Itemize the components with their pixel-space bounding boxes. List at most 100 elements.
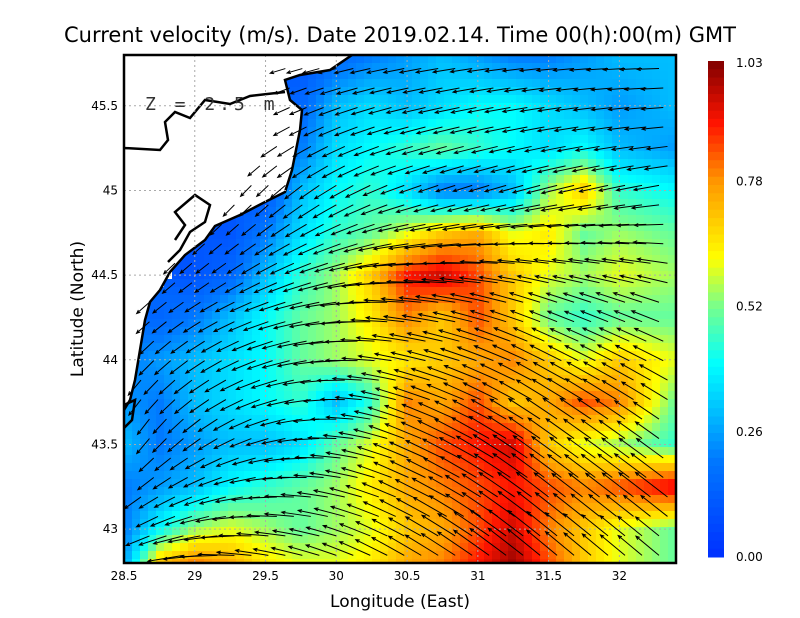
heatmap-cell bbox=[220, 399, 228, 407]
velocity-arrow bbox=[167, 477, 188, 489]
heatmap-cell bbox=[380, 535, 388, 543]
heatmap-cell bbox=[468, 207, 476, 215]
heatmap-cell bbox=[620, 471, 628, 479]
heatmap-cell bbox=[436, 495, 444, 503]
heatmap-cell bbox=[628, 263, 636, 271]
velocity-arrow bbox=[634, 516, 660, 537]
heatmap-cell bbox=[508, 423, 516, 431]
velocity-arrow bbox=[169, 457, 188, 471]
heatmap-cell bbox=[508, 431, 516, 439]
velocity-arrow bbox=[209, 282, 227, 293]
colorbar-segment bbox=[708, 201, 724, 211]
velocity-arrow bbox=[316, 378, 345, 383]
heatmap-cell bbox=[524, 551, 532, 559]
heatmap-cell bbox=[364, 479, 372, 487]
heatmap-cell bbox=[372, 159, 380, 167]
heatmap-cell bbox=[412, 487, 420, 495]
heatmap-cell bbox=[212, 431, 220, 439]
heatmap-cell bbox=[156, 375, 164, 383]
heatmap-cell bbox=[388, 399, 396, 407]
velocity-arrow bbox=[247, 495, 277, 500]
velocity-arrow bbox=[255, 262, 278, 275]
heatmap-cell bbox=[428, 167, 436, 175]
heatmap-cell bbox=[548, 503, 556, 511]
heatmap-cell bbox=[228, 559, 236, 563]
heatmap-cell bbox=[164, 487, 172, 495]
heatmap-cell bbox=[588, 535, 596, 543]
velocity-arrow bbox=[496, 258, 532, 264]
heatmap-cell bbox=[556, 511, 564, 519]
heatmap-cell bbox=[268, 311, 276, 319]
heatmap-cell bbox=[204, 431, 212, 439]
heatmap-cell bbox=[620, 439, 628, 447]
heatmap-cell bbox=[292, 391, 300, 399]
heatmap-cell bbox=[364, 207, 372, 215]
heatmap-cell bbox=[212, 343, 220, 351]
heatmap-cell bbox=[508, 271, 516, 279]
heatmap-cell bbox=[228, 279, 236, 287]
heatmap-cell bbox=[516, 167, 524, 175]
velocity-arrow bbox=[410, 367, 447, 381]
colorbar-segment bbox=[708, 408, 724, 417]
heatmap-cell bbox=[124, 439, 132, 447]
heatmap-cell bbox=[300, 447, 308, 455]
heatmap-cell bbox=[460, 375, 468, 383]
heatmap-cell bbox=[524, 183, 532, 191]
heatmap-cell bbox=[564, 151, 572, 159]
heatmap-cell bbox=[660, 479, 668, 487]
heatmap-cell bbox=[444, 215, 452, 223]
heatmap-cell bbox=[668, 87, 676, 95]
heatmap-cell bbox=[628, 255, 636, 263]
heatmap-cell bbox=[252, 351, 260, 359]
velocity-arrow bbox=[552, 165, 583, 174]
velocity-arrow bbox=[197, 321, 218, 333]
heatmap-cell bbox=[628, 63, 636, 71]
heatmap-cell bbox=[476, 423, 484, 431]
velocity-arrow bbox=[276, 340, 307, 349]
heatmap-cell bbox=[236, 423, 244, 431]
heatmap-cell bbox=[636, 343, 644, 351]
heatmap-cell bbox=[132, 519, 140, 527]
heatmap-cell bbox=[484, 199, 492, 207]
heatmap-cell bbox=[572, 423, 580, 431]
heatmap-cell bbox=[636, 399, 644, 407]
velocity-arrow bbox=[547, 377, 583, 401]
heatmap-cell bbox=[364, 55, 372, 63]
heatmap-cell bbox=[476, 103, 484, 111]
velocity-arrow bbox=[213, 438, 235, 450]
heatmap-cell bbox=[476, 191, 484, 199]
heatmap-cell bbox=[652, 119, 660, 127]
heatmap-cell bbox=[644, 487, 652, 495]
heatmap-cell bbox=[516, 239, 524, 247]
heatmap-cell bbox=[140, 351, 148, 359]
heatmap-cell bbox=[388, 231, 396, 239]
heatmap-cell bbox=[644, 559, 652, 563]
heatmap-cell bbox=[204, 391, 212, 399]
heatmap-cell bbox=[356, 215, 364, 223]
velocity-arrow bbox=[182, 477, 205, 488]
heatmap-cell bbox=[436, 487, 444, 495]
velocity-arrow bbox=[267, 282, 295, 293]
heatmap-cell bbox=[292, 383, 300, 391]
velocity-arrow bbox=[153, 360, 172, 376]
heatmap-cell bbox=[460, 247, 468, 255]
velocity-arrow bbox=[376, 369, 413, 381]
velocity-arrow bbox=[491, 344, 528, 362]
heatmap-cell bbox=[300, 503, 308, 511]
heatmap-cell bbox=[260, 239, 268, 247]
heatmap-cell bbox=[404, 551, 412, 559]
heatmap-cell bbox=[348, 159, 356, 167]
heatmap-cell bbox=[356, 527, 364, 535]
heatmap-cell bbox=[404, 463, 412, 471]
heatmap-cell bbox=[492, 327, 500, 335]
heatmap-cell bbox=[292, 431, 300, 439]
velocity-arrow bbox=[366, 126, 392, 136]
heatmap-cell bbox=[548, 159, 556, 167]
heatmap-cell bbox=[636, 191, 644, 199]
heatmap-cell bbox=[484, 71, 492, 79]
heatmap-cell bbox=[556, 463, 564, 471]
heatmap-cell bbox=[380, 111, 388, 119]
heatmap-cell bbox=[372, 223, 380, 231]
heatmap-cell bbox=[348, 399, 356, 407]
heatmap-cell bbox=[188, 351, 196, 359]
